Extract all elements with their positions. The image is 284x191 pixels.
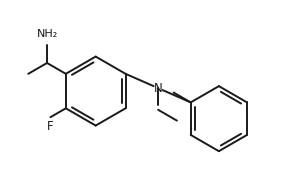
Text: NH₂: NH₂ (36, 29, 58, 39)
Text: N: N (154, 82, 162, 95)
Text: F: F (47, 120, 54, 133)
